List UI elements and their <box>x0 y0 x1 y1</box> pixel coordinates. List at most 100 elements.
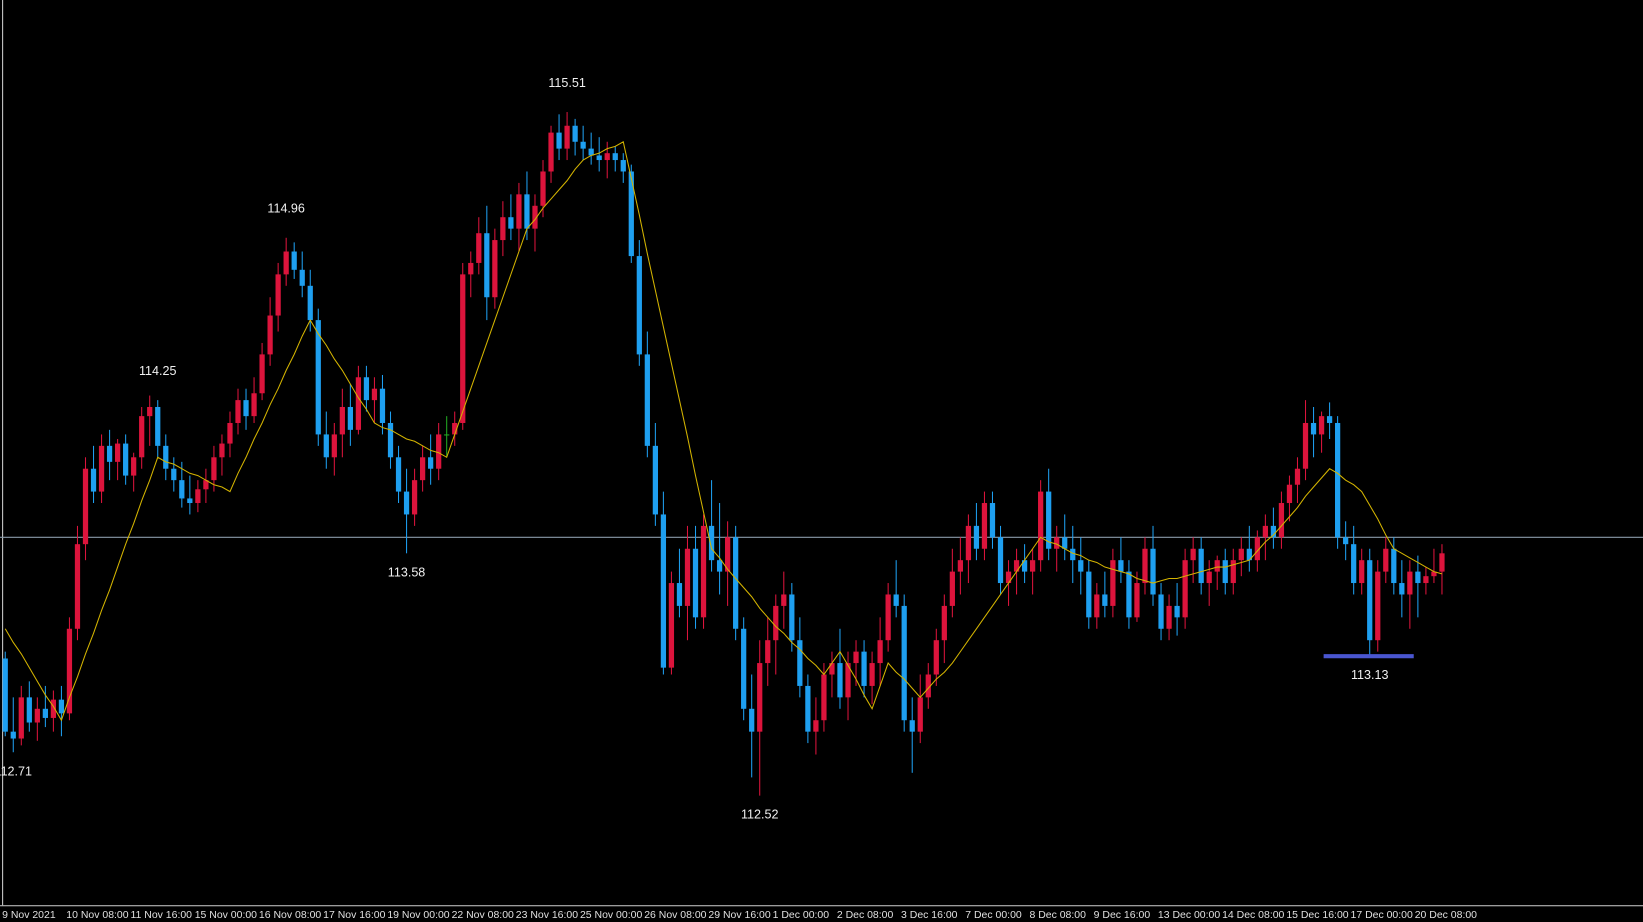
candle-body <box>355 377 362 430</box>
candle-body <box>58 699 65 714</box>
candle-body <box>1126 571 1132 618</box>
candle-body <box>604 153 610 161</box>
candle-body <box>1198 548 1204 584</box>
candle-body <box>1230 560 1236 584</box>
candle-body <box>1078 560 1084 572</box>
candle-body <box>452 422 458 435</box>
x-tick-label: 15 Nov 00:00 <box>195 910 257 921</box>
candle-body <box>885 594 891 641</box>
candle-body <box>1375 571 1381 641</box>
candle-body <box>1005 571 1012 584</box>
candle-body <box>869 663 875 686</box>
candle-body <box>941 605 947 641</box>
candle-body <box>291 251 297 270</box>
candle-body <box>1351 544 1357 584</box>
candle-body <box>909 720 915 732</box>
candle-body <box>131 457 137 476</box>
x-tick-label: 22 Nov 08:00 <box>452 910 514 921</box>
candle-body <box>1118 560 1124 572</box>
candle-body <box>1318 416 1325 435</box>
candle-body <box>797 640 803 686</box>
candle-body <box>371 388 378 401</box>
candle-body <box>765 640 771 664</box>
candle-body <box>989 503 996 538</box>
candle-body <box>307 285 313 321</box>
candle-body <box>532 205 538 229</box>
x-tick-label: 10 Nov 08:00 <box>66 910 128 921</box>
candle-body <box>227 422 233 444</box>
candle-body <box>476 233 482 263</box>
candle-body <box>484 233 490 298</box>
candle-body <box>251 393 257 417</box>
candle-body <box>1206 571 1212 584</box>
x-tick-label: 14 Dec 08:00 <box>1222 910 1284 921</box>
candle-body <box>259 354 265 394</box>
candle-body <box>1238 548 1244 561</box>
candle-body <box>1038 491 1044 561</box>
candle-body <box>853 651 859 664</box>
candle-body <box>106 445 113 462</box>
candle-body <box>1054 537 1060 549</box>
candle-body <box>1222 560 1228 584</box>
candle-body <box>1407 571 1413 595</box>
candle-body <box>267 315 273 355</box>
candle-body <box>468 262 474 275</box>
candle-body <box>1070 548 1076 561</box>
candle-body <box>283 251 289 275</box>
price-annotation: 114.25 <box>139 364 177 378</box>
candle-body <box>82 468 89 545</box>
candle-body <box>18 697 24 739</box>
price-annotation: 113.13 <box>1351 668 1389 682</box>
candle-body <box>612 153 618 161</box>
candle-body <box>564 125 570 149</box>
candle-body <box>1062 537 1068 549</box>
candle-body <box>997 537 1004 584</box>
x-tick-label: 29 Nov 16:00 <box>708 910 770 921</box>
candle-body <box>163 445 169 469</box>
candle-body <box>1254 537 1260 561</box>
candle-body <box>957 560 963 572</box>
candle-body <box>339 406 345 435</box>
x-tick-label: 25 Nov 00:00 <box>580 910 642 921</box>
candle-body <box>973 525 980 549</box>
candle-body <box>203 480 209 490</box>
candle-body <box>1166 605 1172 629</box>
candle-body <box>444 434 450 436</box>
candle-body <box>10 731 16 739</box>
candle-body <box>1294 468 1301 485</box>
x-tick-label: 16 Nov 08:00 <box>259 910 321 921</box>
candle-body <box>676 583 683 606</box>
candle-body <box>1286 484 1293 504</box>
candle-body <box>347 406 353 430</box>
candle-body <box>1302 422 1309 469</box>
candle-body <box>74 544 81 629</box>
candle-body <box>516 194 522 229</box>
candle-body <box>773 605 779 641</box>
candle-body <box>981 503 988 549</box>
candle-body <box>580 141 586 149</box>
candle-body <box>1102 594 1108 606</box>
candle-body <box>235 400 241 423</box>
price-annotation: 112.71 <box>0 764 32 778</box>
candle-body <box>315 320 321 435</box>
candle-body <box>26 697 32 723</box>
price-annotation: 115.51 <box>548 76 586 90</box>
x-tick-label: 11 Nov 16:00 <box>131 910 193 921</box>
candle-body <box>789 594 795 641</box>
x-tick-label: 8 Dec 08:00 <box>1029 910 1086 921</box>
candle-body <box>556 132 562 149</box>
candle-body <box>275 274 281 316</box>
candle-body <box>98 445 105 492</box>
candle-body <box>917 697 923 732</box>
candle-body <box>877 640 883 664</box>
candle-body <box>724 537 731 572</box>
candle-body <box>1415 571 1421 584</box>
candle-body <box>805 685 811 732</box>
candle-body <box>524 194 530 229</box>
candle-body <box>1343 537 1349 545</box>
candle-body <box>628 171 634 257</box>
candle-body <box>845 663 851 698</box>
candle-body <box>379 388 386 423</box>
candle-body <box>1270 525 1277 538</box>
